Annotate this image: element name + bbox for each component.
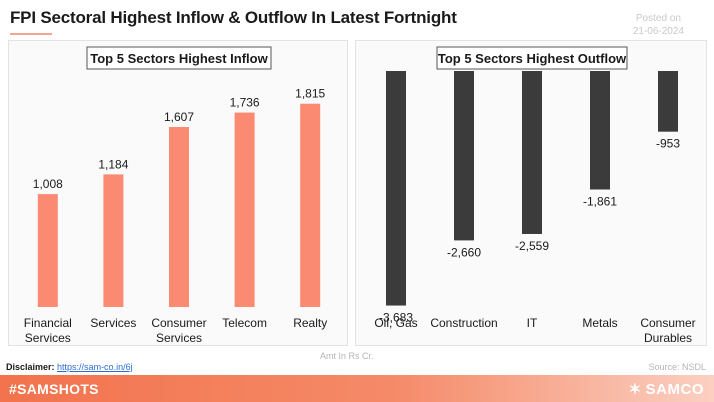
disclaimer-link[interactable]: https://sam-co.in/6j	[57, 362, 133, 372]
data-label: -953	[656, 137, 680, 151]
data-label: 1,184	[98, 157, 128, 171]
category-label: Metals	[582, 316, 617, 330]
footer-bar: #SAMSHOTS ✶ SAMCO	[0, 375, 714, 402]
bar	[386, 71, 406, 306]
posted-date-value: 21-06-2024	[632, 26, 684, 37]
data-label: 1,736	[230, 96, 260, 110]
bar	[169, 127, 189, 308]
posted-date: Posted on 21-06-2024	[633, 12, 684, 38]
category-label: Consumer	[151, 316, 206, 330]
bar	[234, 112, 255, 308]
data-label: -2,559	[515, 239, 549, 253]
brand-name: SAMCO	[645, 380, 704, 398]
chart-title: Top 5 Sectors Highest Outflow	[438, 51, 627, 66]
outflow-chart: Top 5 Sectors Highest Outflow -3,683Oil, …	[374, 46, 696, 345]
data-label: 1,607	[164, 110, 194, 124]
posted-label: Posted on	[635, 13, 681, 24]
samco-logo-icon: ✶	[628, 381, 642, 398]
chart-title-box	[436, 46, 628, 70]
source-note: Source: NSDL	[648, 362, 706, 372]
category-label: Construction	[430, 316, 497, 330]
chart-title: Top 5 Sectors Highest Inflow	[90, 51, 268, 66]
data-label: -2,660	[447, 245, 481, 259]
brand-logo: ✶ SAMCO	[628, 380, 704, 399]
disclaimer-label: Disclaimer:	[6, 362, 55, 372]
inflow-chart-panel: Top 5 Sectors Highest Inflow 1,008 Financi…	[8, 40, 348, 346]
disclaimer: Disclaimer: https://sam-co.in/6j	[6, 362, 133, 372]
category-label: Services	[156, 331, 202, 345]
data-label: -3,683	[379, 311, 413, 325]
bar	[37, 194, 58, 307]
data-label: 1,008	[33, 177, 63, 191]
bar	[658, 71, 678, 132]
chart-title-box	[86, 46, 272, 70]
bar	[522, 71, 542, 234]
category-label: Oil, Gas	[374, 316, 417, 330]
category-label: Services	[25, 331, 71, 345]
category-label: IT	[527, 316, 538, 330]
bar	[103, 174, 124, 307]
bar	[300, 103, 321, 307]
category-label: Services	[90, 316, 136, 330]
category-label: Consumer	[640, 316, 695, 330]
data-label: 1,815	[295, 87, 325, 101]
category-label: Telecom	[222, 316, 267, 330]
category-label: Realty	[293, 316, 327, 330]
bar	[454, 71, 474, 241]
data-label: -1,861	[583, 195, 617, 209]
title-underline	[10, 33, 52, 35]
outflow-chart-panel: Top 5 Sectors Highest Outflow -3,683 Oil, …	[355, 40, 707, 346]
category-label: Durables	[644, 331, 692, 345]
inflow-chart: Top 5 Sectors Highest Inflow 1,008 Financi…	[24, 46, 327, 345]
units-note: Amt In Rs Cr.	[320, 351, 374, 361]
hashtag-label: #SAMSHOTS	[9, 381, 99, 397]
bar	[590, 71, 610, 190]
category-label: Financial	[24, 316, 72, 330]
page-title: FPI Sectoral Highest Inflow & Outflow In…	[10, 8, 457, 27]
